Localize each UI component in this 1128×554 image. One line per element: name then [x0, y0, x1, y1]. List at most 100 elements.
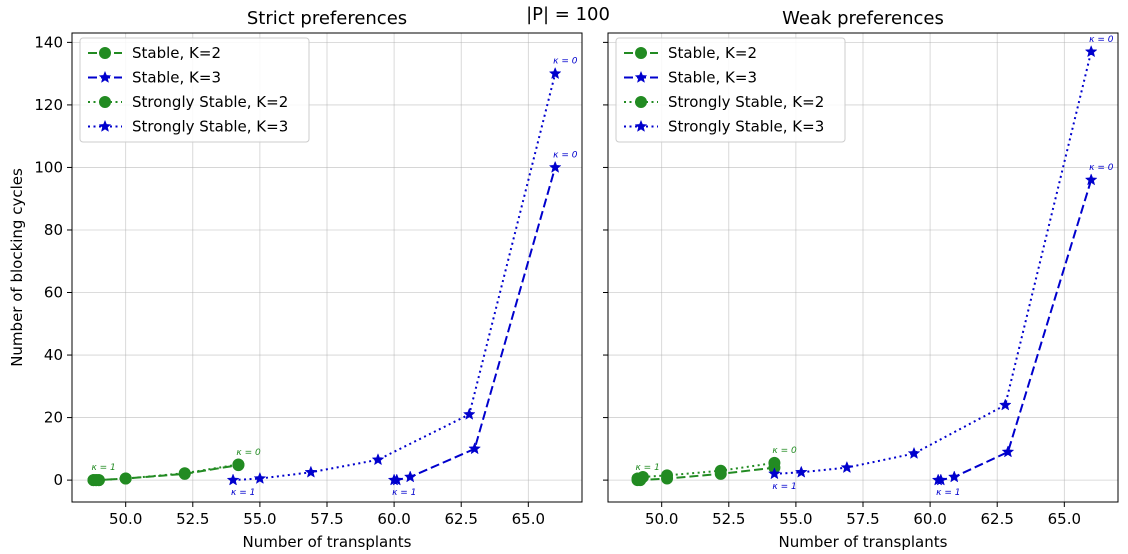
data-point [768, 456, 781, 469]
x-tick-label: 62.5 [981, 510, 1014, 528]
x-tick-label: 50.0 [109, 510, 142, 528]
data-point [462, 407, 476, 420]
kappa-annotation: κ = 0 [1089, 35, 1114, 45]
data-point [947, 470, 961, 483]
legend-label: Stable, K=3 [668, 69, 757, 87]
legend-label: Strongly Stable, K=3 [132, 118, 288, 136]
kappa-annotation: κ = 0 [236, 448, 261, 458]
x-tick-label: 62.5 [445, 510, 478, 528]
data-point [371, 453, 385, 466]
kappa-annotation: κ = 1 [91, 463, 115, 473]
data-point [253, 471, 267, 484]
panel-title: Strict preferences [247, 8, 407, 29]
kappa-annotation: κ = 1 [231, 488, 255, 498]
legend-label: Strongly Stable, K=2 [668, 93, 824, 111]
data-point [1084, 45, 1098, 58]
data-point [934, 473, 948, 486]
legend-label: Strongly Stable, K=2 [132, 93, 288, 111]
data-point [548, 66, 562, 80]
x-tick-label: 52.5 [712, 510, 745, 528]
x-tick-label: 57.5 [310, 510, 343, 528]
y-tick-label: 120 [34, 96, 63, 114]
y-tick-label: 140 [34, 33, 63, 51]
data-point [232, 458, 245, 471]
data-point [92, 474, 105, 487]
data-point [636, 470, 649, 483]
legend: Stable, K=2 Stable, K=3 Strongly Stable, K… [79, 37, 310, 143]
series-line-4 [774, 51, 1093, 475]
series-line-3 [93, 463, 239, 482]
legend-marker [634, 70, 648, 83]
plot-frame [607, 32, 1119, 503]
y-tick-label: 40 [44, 346, 63, 364]
x-axis-label: Number of transplants [243, 533, 412, 551]
legend-label: Strongly Stable, K=3 [668, 118, 824, 136]
x-tick-label: 57.5 [846, 510, 879, 528]
data-point [840, 460, 854, 474]
data-point [178, 467, 191, 480]
legend-box [615, 37, 846, 143]
kappa-annotation: κ = 0 [1089, 163, 1114, 173]
kappa-annotation: κ = 0 [772, 446, 797, 456]
kappa-annotation: κ = 0 [553, 57, 578, 67]
data-point [998, 398, 1012, 411]
x-tick-label: 60.0 [913, 510, 946, 528]
data-point [548, 160, 562, 173]
x-axis-label: Number of transplants [779, 533, 948, 551]
legend-box [79, 37, 310, 143]
legend-marker [99, 47, 111, 59]
data-point [768, 467, 781, 480]
legend-item: Strongly Stable, K=2 [624, 93, 824, 111]
legend-label: Stable, K=2 [132, 44, 221, 62]
x-tick-label: 65.0 [512, 510, 545, 528]
legend-item: Strongly Stable, K=2 [88, 93, 288, 111]
series-line-2 [938, 179, 1093, 482]
data-point [1001, 445, 1015, 458]
y-tick-label: 100 [34, 158, 63, 176]
series-line-2 [394, 167, 557, 482]
legend-marker [634, 119, 648, 132]
data-point [403, 470, 417, 483]
x-tick-label: 55.0 [243, 510, 276, 528]
figure-suptitle: |P| = 100 [526, 4, 610, 25]
legend-marker [635, 47, 647, 59]
legend-item: Strongly Stable, K=3 [88, 118, 288, 136]
data-point [468, 442, 481, 455]
legend-item: Strongly Stable, K=3 [624, 118, 824, 136]
legend-marker [635, 96, 647, 108]
y-tick-label: 80 [44, 221, 63, 239]
x-tick-label: 52.5 [176, 510, 209, 528]
x-tick-label: 65.0 [1048, 510, 1081, 528]
data-point [794, 465, 808, 478]
data-point [304, 465, 318, 478]
legend-marker [99, 96, 111, 108]
legend-item: Stable, K=3 [624, 69, 757, 87]
plot-frame [71, 32, 583, 503]
data-point [119, 472, 132, 485]
data-point [390, 473, 404, 486]
legend-label: Stable, K=3 [132, 69, 221, 87]
y-tick-label: 0 [53, 471, 63, 489]
panel-title: Weak preferences [782, 8, 944, 29]
x-tick-label: 50.0 [645, 510, 678, 528]
data-point [714, 464, 727, 477]
legend-marker [98, 70, 112, 83]
legend-label: Stable, K=2 [668, 44, 757, 62]
y-axis-label: Number of blocking cycles [8, 168, 26, 367]
legend-item: Stable, K=3 [88, 69, 221, 87]
x-tick-label: 60.0 [377, 510, 410, 528]
kappa-annotation: κ = 1 [936, 488, 960, 498]
y-tick-label: 60 [44, 284, 63, 302]
legend-item: Stable, K=2 [624, 44, 757, 62]
kappa-annotation: κ = 1 [772, 482, 796, 492]
legend-item: Stable, K=2 [88, 44, 221, 62]
series-line-4 [232, 73, 557, 482]
chart-panel-2: 50.0 52.5 55.0 57.5 60.0 62.5 65.0 κ = 1 κ = 0 κ … [603, 8, 1119, 551]
kappa-annotation: κ = 1 [392, 488, 416, 498]
legend: Stable, K=2 Stable, K=3 Strongly Stable, K… [615, 37, 846, 143]
x-tick-label: 55.0 [779, 510, 812, 528]
kappa-annotation: κ = 0 [553, 150, 578, 160]
chart-panel-1: 50.0 52.5 55.0 57.5 60.0 62.5 65.0 0 20 40 60 80 100… [8, 8, 583, 551]
legend-marker [98, 119, 112, 132]
